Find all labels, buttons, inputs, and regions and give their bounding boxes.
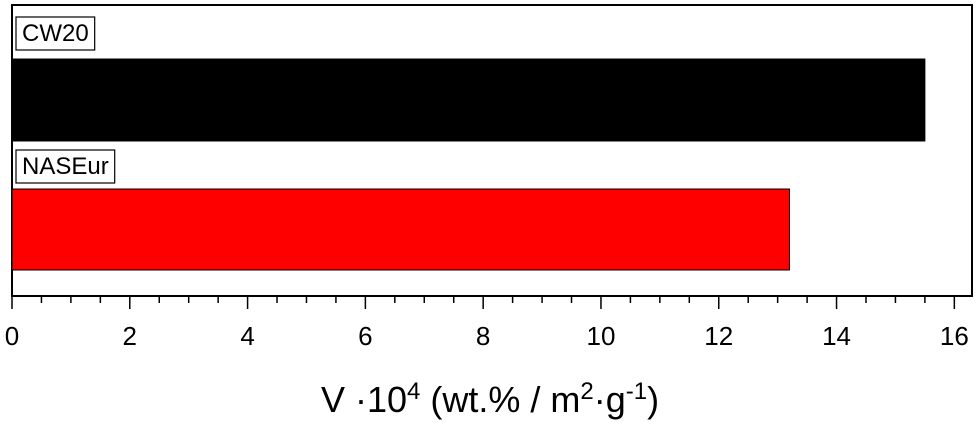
x-axis-title-exp1: 4 <box>407 378 420 405</box>
x-axis-title-main: V ·10 <box>321 379 407 420</box>
x-axis-title: V ·104 (wt.% / m2·g-1) <box>321 378 659 421</box>
x-axis-title-mid: (wt.% / m <box>420 379 580 420</box>
x-tick-label: 12 <box>704 321 733 351</box>
x-tick-label: 0 <box>5 321 19 351</box>
category-label-box-naseur <box>15 149 116 184</box>
x-axis-title-end: ) <box>647 379 659 420</box>
x-axis-title-exp2: 2 <box>580 378 593 405</box>
x-axis-title-mid2: ·g <box>594 379 626 420</box>
x-axis-ticks: 0 2 4 6 8 10 12 14 16 <box>5 296 969 351</box>
x-axis-title-exp3: -1 <box>626 378 647 405</box>
x-tick-label: 14 <box>822 321 851 351</box>
x-tick-label: 2 <box>123 321 137 351</box>
plot-frame <box>11 4 973 297</box>
x-tick-label: 4 <box>240 321 254 351</box>
x-tick-label: 10 <box>586 321 615 351</box>
x-tick-label: 6 <box>358 321 372 351</box>
category-label-naseur: NASEur <box>22 153 109 180</box>
category-label-box-cw20 <box>15 16 96 51</box>
bars-group: CW20 NASEur <box>11 16 926 271</box>
bar-naseur <box>11 188 790 271</box>
category-label-cw20: CW20 <box>22 20 89 47</box>
x-tick-label: 16 <box>940 321 969 351</box>
bar-cw20 <box>11 58 926 142</box>
x-tick-label: 8 <box>476 321 490 351</box>
